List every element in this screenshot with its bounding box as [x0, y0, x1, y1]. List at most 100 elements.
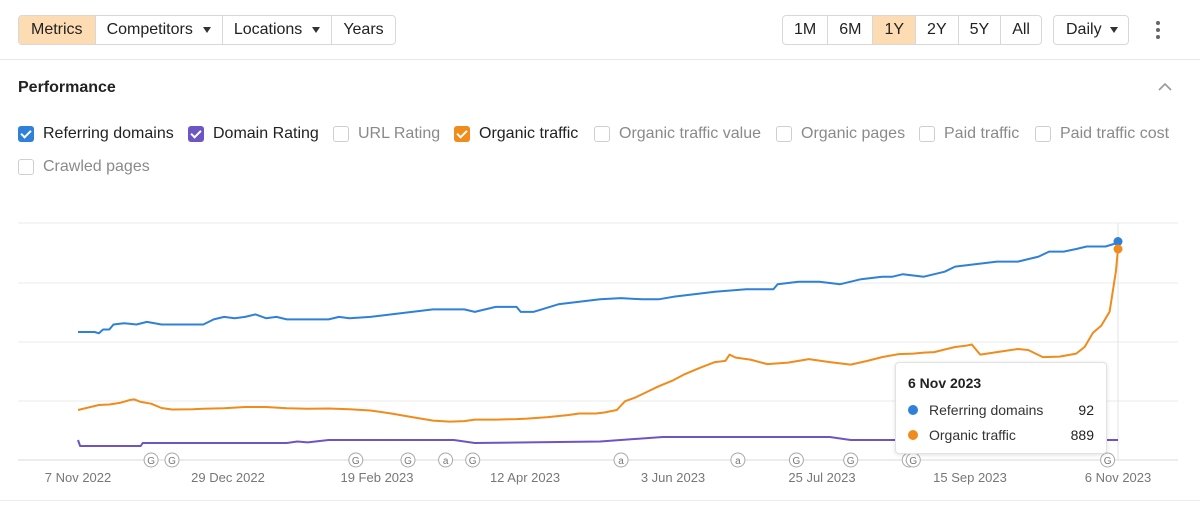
annotation-label: a	[443, 456, 449, 467]
panel-bottom-border	[0, 500, 1200, 501]
metric-paid-traffic[interactable]: Paid traffic	[919, 125, 1019, 143]
metric-label: Paid traffic cost	[1060, 125, 1170, 142]
annotation-label: G	[352, 456, 360, 467]
range-all-label: All	[1012, 21, 1030, 38]
checkbox-icon	[18, 159, 34, 175]
checkbox-icon	[776, 126, 792, 142]
metric-crawled-pages[interactable]: Crawled pages	[18, 158, 150, 176]
vertical-ellipsis-icon[interactable]	[1150, 19, 1166, 41]
range-selector: 1M 6M 1Y 2Y 5Y All	[782, 15, 1042, 45]
x-tick-label: 7 Nov 2022	[45, 470, 112, 485]
interval-dropdown[interactable]: Daily	[1053, 15, 1129, 45]
x-tick-label: 12 Apr 2023	[490, 470, 560, 485]
metric-referring-domains[interactable]: Referring domains	[18, 125, 174, 143]
metric-organic-pages[interactable]: Organic pages	[776, 125, 905, 143]
tooltip-series-value: 889	[1070, 426, 1094, 443]
range-6m-label: 6M	[839, 21, 862, 38]
annotation-marker	[465, 452, 481, 468]
metric-label: Organic traffic	[479, 125, 579, 142]
checkbox-icon	[1035, 126, 1051, 142]
annotation-marker	[613, 452, 629, 468]
annotation-marker	[164, 452, 180, 468]
metric-organic-traffic-value[interactable]: Organic traffic value	[594, 125, 761, 143]
x-tick-label: 15 Sep 2023	[933, 470, 1007, 485]
tab-years[interactable]: Years	[332, 16, 394, 44]
x-tick-label: 25 Jul 2023	[788, 470, 855, 485]
annotation-marker	[400, 452, 416, 468]
range-all[interactable]: All	[1001, 16, 1041, 44]
caret-down-icon	[202, 27, 211, 33]
tooltip-series-name: Referring domains	[929, 401, 1044, 418]
annotation-marker	[730, 452, 746, 468]
range-6m[interactable]: 6M	[828, 16, 874, 44]
annotation-marker	[1100, 452, 1116, 468]
annotation-label: G	[147, 456, 155, 467]
series-line-referring-domains	[78, 240, 1119, 335]
tooltip-series-value: 92	[1078, 401, 1094, 418]
annotation-marker	[348, 452, 364, 468]
range-2y-label: 2Y	[927, 21, 947, 38]
tooltip-date: 6 Nov 2023	[908, 375, 982, 391]
range-1m[interactable]: 1M	[783, 16, 829, 44]
series-line-organic-traffic	[77, 248, 1119, 423]
tooltip-series-name: Organic traffic	[929, 426, 1016, 443]
competitors-label: Competitors	[106, 21, 193, 38]
annotation-marker	[438, 452, 454, 468]
ellipsis-dot	[1156, 21, 1160, 25]
checkbox-icon	[18, 126, 34, 142]
metric-domain-rating[interactable]: Domain Rating	[188, 125, 319, 143]
range-1m-label: 1M	[794, 21, 817, 38]
interval-label: Daily	[1066, 21, 1102, 38]
metric-label: Crawled pages	[43, 158, 150, 175]
caret-down-icon	[312, 27, 321, 33]
range-2y[interactable]: 2Y	[916, 16, 959, 44]
chart-tooltip: 6 Nov 2023 Referring domains 92 Organic …	[895, 362, 1107, 454]
metric-label: Referring domains	[43, 125, 174, 142]
ellipsis-dot	[1156, 28, 1160, 32]
view-tab-group: Metrics Competitors Locations Years	[18, 15, 396, 45]
ellipsis-dot	[1156, 35, 1160, 39]
competitors-dropdown[interactable]: Competitors	[96, 16, 223, 44]
annotation-marker	[788, 452, 804, 468]
metric-paid-traffic-cost[interactable]: Paid traffic cost	[1035, 125, 1169, 143]
checkbox-icon	[919, 126, 935, 142]
locations-dropdown[interactable]: Locations	[223, 16, 333, 44]
annotation-label: G	[793, 456, 801, 467]
annotation-label: G	[469, 456, 477, 467]
annotation-label: a	[618, 456, 624, 467]
annotation-label: a	[735, 456, 741, 467]
tab-years-label: Years	[343, 21, 384, 38]
annotation-label: G	[909, 456, 917, 467]
tab-metrics[interactable]: Metrics	[19, 16, 96, 44]
locations-label: Locations	[233, 21, 303, 38]
metric-organic-traffic[interactable]: Organic traffic	[454, 125, 578, 143]
annotation-label: G	[168, 456, 176, 467]
checkbox-icon	[188, 126, 204, 142]
panel-title: Performance	[18, 79, 116, 96]
annotation-marker	[843, 452, 859, 468]
tooltip-row-organic-traffic: Organic traffic 889	[908, 422, 1094, 447]
toolbar: Metrics Competitors Locations Years 1M 6…	[0, 0, 1200, 60]
range-5y[interactable]: 5Y	[959, 16, 1002, 44]
metric-label: Domain Rating	[213, 125, 319, 142]
metric-url-rating[interactable]: URL Rating	[333, 125, 440, 143]
range-1y-label: 1Y	[884, 21, 905, 38]
range-1y[interactable]: 1Y	[873, 16, 917, 44]
x-tick-label: 19 Feb 2023	[340, 470, 413, 485]
metric-label: Paid traffic	[944, 125, 1020, 142]
annotation-label: G	[847, 456, 855, 467]
x-tick-label: 29 Dec 2022	[191, 470, 265, 485]
metric-label: Organic traffic value	[619, 125, 761, 142]
metric-label: Organic pages	[801, 125, 906, 142]
caret-down-icon	[1109, 27, 1118, 33]
referring-domains-marker	[1113, 237, 1123, 246]
range-5y-label: 5Y	[969, 21, 990, 38]
annotation-marker	[143, 452, 159, 468]
tooltip-row-referring-domains: Referring domains 92	[908, 397, 1094, 422]
x-tick-label: 3 Jun 2023	[641, 470, 705, 485]
checkbox-icon	[333, 126, 349, 142]
metric-label: URL Rating	[358, 125, 441, 142]
checkbox-icon	[454, 126, 470, 142]
chevron-up-icon[interactable]	[1158, 82, 1172, 92]
